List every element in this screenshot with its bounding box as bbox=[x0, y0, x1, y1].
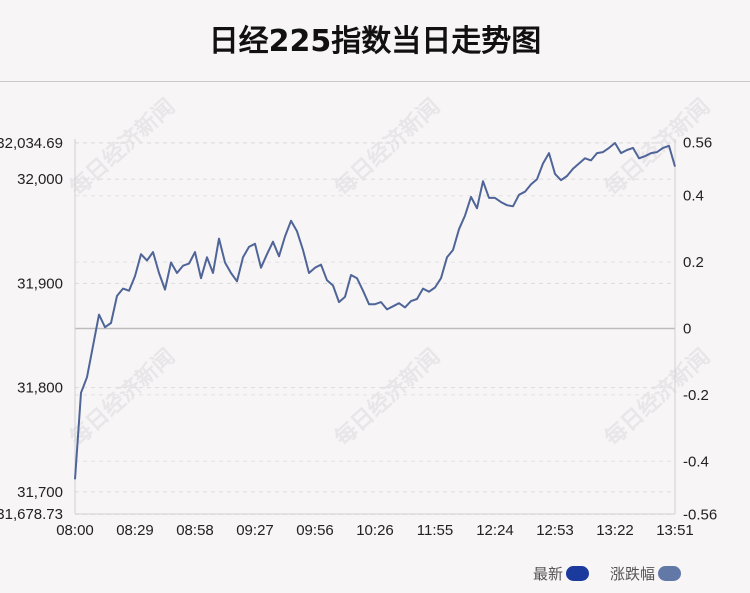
chart-title: 日经225指数当日走势图 bbox=[208, 24, 542, 59]
x-tick-label: 13:22 bbox=[596, 522, 634, 539]
y-right-tick-label: 0.56 bbox=[683, 135, 712, 152]
x-tick-label: 13:51 bbox=[656, 522, 694, 539]
y-left-tick-label: 31,678.73 bbox=[0, 506, 63, 523]
y-right-tick-label: -0.2 bbox=[683, 387, 709, 404]
y-right-tick-label: 0 bbox=[683, 321, 691, 338]
series-line bbox=[74, 142, 676, 480]
y-left-tick-label: 32,034.69 bbox=[0, 135, 63, 152]
y-left-tick-label: 31,700 bbox=[17, 484, 63, 501]
x-tick-label: 12:24 bbox=[476, 522, 514, 539]
legend-item-latest: 最新 bbox=[533, 563, 590, 584]
legend-swatch-icon bbox=[658, 566, 682, 581]
legend-label: 涨跌幅 bbox=[610, 565, 656, 583]
axes bbox=[74, 139, 676, 515]
title-divider bbox=[0, 81, 750, 82]
x-tick-label: 08:00 bbox=[56, 522, 94, 539]
x-tick-label: 08:29 bbox=[116, 522, 154, 539]
y-left-tick-label: 32,000 bbox=[17, 171, 63, 188]
x-tick-label: 09:27 bbox=[236, 522, 274, 539]
x-tick-label: 12:53 bbox=[536, 522, 574, 539]
x-tick-label: 08:58 bbox=[176, 522, 214, 539]
y-right-tick-label: -0.56 bbox=[683, 506, 717, 523]
y-left-tick-label: 31,800 bbox=[17, 380, 63, 397]
y-right-tick-label: 0.4 bbox=[683, 188, 704, 205]
y-left-tick-label: 31,900 bbox=[17, 275, 63, 292]
series-layer bbox=[74, 142, 676, 480]
x-tick-label: 09:56 bbox=[296, 522, 334, 539]
x-tick-label: 11:55 bbox=[417, 522, 453, 539]
legend-item-change: 涨跌幅 bbox=[610, 563, 682, 584]
x-tick-label: 10:26 bbox=[356, 522, 394, 539]
legend-label: 最新 bbox=[533, 565, 564, 583]
y-right-tick-label: 0.2 bbox=[683, 254, 704, 271]
legend-swatch-icon bbox=[566, 566, 590, 581]
y-right-tick-label: -0.4 bbox=[683, 453, 709, 470]
grid bbox=[75, 142, 675, 515]
tick-labels: 32,034.69 32,000 31,900 31,800 31,700 31,678.… bbox=[0, 135, 717, 539]
